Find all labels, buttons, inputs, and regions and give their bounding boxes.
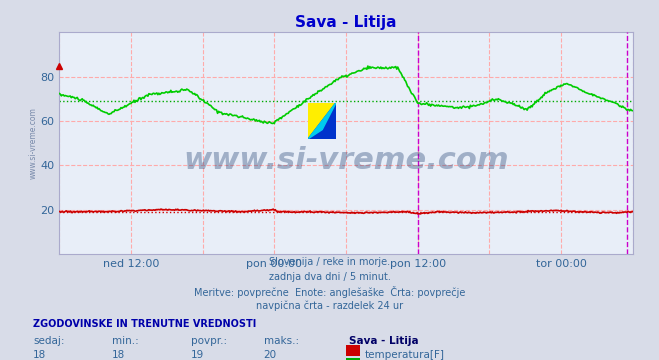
Y-axis label: www.si-vreme.com: www.si-vreme.com [28, 107, 38, 179]
Text: temperatura[F]: temperatura[F] [364, 350, 444, 360]
Text: www.si-vreme.com: www.si-vreme.com [183, 146, 509, 175]
Text: 18: 18 [33, 350, 46, 360]
Text: navpična črta - razdelek 24 ur: navpična črta - razdelek 24 ur [256, 301, 403, 311]
Title: Sava - Litija: Sava - Litija [295, 15, 397, 30]
Text: 18: 18 [112, 350, 125, 360]
Text: maks.:: maks.: [264, 336, 299, 346]
Text: min.:: min.: [112, 336, 139, 346]
Polygon shape [308, 103, 336, 139]
Text: Slovenija / reke in morje.: Slovenija / reke in morje. [269, 257, 390, 267]
Text: Meritve: povprečne  Enote: anglešaške  Črta: povprečje: Meritve: povprečne Enote: anglešaške Črt… [194, 286, 465, 298]
Text: ZGODOVINSKE IN TRENUTNE VREDNOSTI: ZGODOVINSKE IN TRENUTNE VREDNOSTI [33, 319, 256, 329]
Polygon shape [308, 103, 336, 139]
Polygon shape [308, 103, 336, 139]
Text: 20: 20 [264, 350, 277, 360]
Text: Sava - Litija: Sava - Litija [349, 336, 419, 346]
Text: 19: 19 [191, 350, 204, 360]
Text: sedaj:: sedaj: [33, 336, 65, 346]
Text: povpr.:: povpr.: [191, 336, 227, 346]
Text: zadnja dva dni / 5 minut.: zadnja dva dni / 5 minut. [269, 272, 390, 282]
